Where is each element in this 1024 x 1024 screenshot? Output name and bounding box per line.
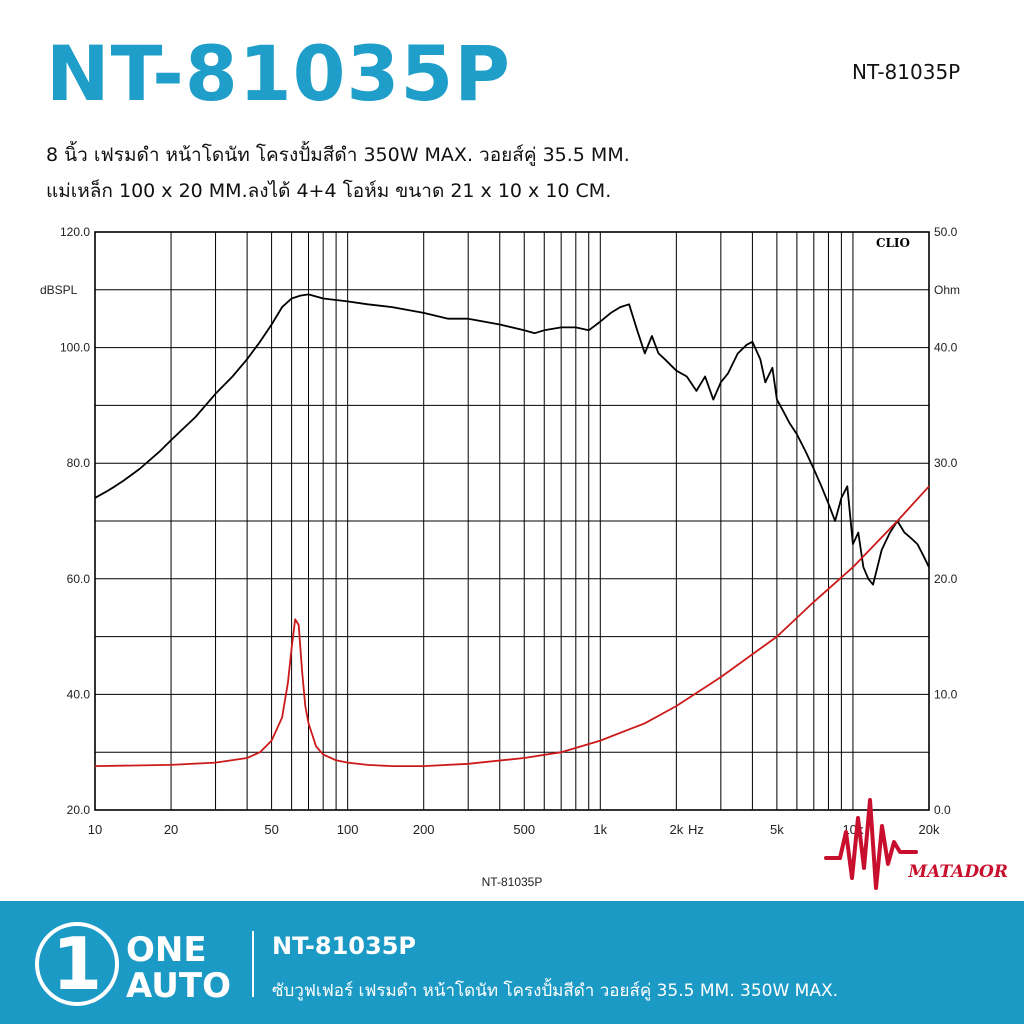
footer-title: NT-81035P bbox=[272, 932, 416, 960]
footer-banner: 1 ONE AUTO NT-81035P ซับวูฟเฟอร์ เฟรมดำ … bbox=[0, 901, 1024, 1024]
x-tick-label: 10 bbox=[88, 822, 102, 837]
x-tick-label: 1k bbox=[593, 822, 607, 837]
x-tick-label: 2k bbox=[669, 822, 683, 837]
model-label: NT-81035P bbox=[852, 60, 961, 84]
plot-frame bbox=[94, 231, 930, 811]
matador-logo: MATADOR bbox=[824, 798, 1008, 890]
logo-numeral: 1 bbox=[52, 922, 102, 1006]
product-title: NT-81035P bbox=[46, 29, 511, 118]
description-line-1: 8 นิ้ว เฟรมดำ หน้าโดนัท โครงปั้มสีดำ 350… bbox=[46, 144, 630, 166]
spl-response-line bbox=[94, 293, 930, 586]
y-right-tick-label: 30.0 bbox=[934, 456, 958, 470]
y-right-tick-label: 50.0 bbox=[934, 225, 958, 239]
y-right-tick-label: 40.0 bbox=[934, 341, 958, 355]
y-left-tick-label: 80.0 bbox=[67, 456, 91, 470]
y-axis-left-label: dBSPL bbox=[40, 283, 78, 297]
y-left-tick-label: 120.0 bbox=[60, 225, 90, 239]
description-line-2: แม่เหล็ก 100 x 20 MM.ลงได้ 4+4 โอห์ม ขนา… bbox=[46, 180, 612, 202]
series-layer bbox=[94, 293, 930, 767]
y-right-tick-label: 0.0 bbox=[934, 803, 951, 817]
x-tick-label: 20k bbox=[919, 822, 940, 837]
x-axis-title: NT-81035P bbox=[482, 875, 543, 889]
x-tick-label: 200 bbox=[413, 822, 435, 837]
logo-line-auto: AUTO bbox=[126, 966, 231, 1006]
one-auto-logo: 1 ONE AUTO bbox=[35, 922, 231, 1006]
x-axis-unit-label: Hz bbox=[688, 822, 704, 837]
frequency-response-chart: 10 20 50 100 200 500 1k 2k 5k 10k 20k20.040.060.08… bbox=[40, 225, 1008, 890]
matador-waveform bbox=[824, 798, 918, 890]
x-tick-label: 5k bbox=[770, 822, 784, 837]
x-tick-label: 100 bbox=[337, 822, 359, 837]
y-left-tick-label: 20.0 bbox=[67, 803, 91, 817]
x-tick-label: 50 bbox=[264, 822, 278, 837]
footer-subtitle: ซับวูฟเฟอร์ เฟรมดำ หน้าโดนัท โครงปั้มสีด… bbox=[272, 981, 839, 1001]
y-right-tick-label: 20.0 bbox=[934, 572, 958, 586]
tick-labels: 10 20 50 100 200 500 1k 2k 5k 10k 20k20.040.060.08… bbox=[60, 225, 958, 837]
clio-watermark: CLIO bbox=[876, 236, 910, 250]
x-tick-label: 20 bbox=[164, 822, 178, 837]
y-left-tick-label: 60.0 bbox=[67, 572, 91, 586]
y-axis-right-label: Ohm bbox=[934, 283, 960, 297]
footer-divider bbox=[252, 931, 254, 997]
y-left-tick-label: 100.0 bbox=[60, 341, 90, 355]
chart-grid bbox=[95, 232, 929, 810]
x-tick-label: 500 bbox=[513, 822, 535, 837]
y-right-tick-label: 10.0 bbox=[934, 687, 958, 701]
impedance-line bbox=[94, 485, 930, 767]
y-left-tick-label: 40.0 bbox=[67, 687, 91, 701]
logo-line-one: ONE bbox=[126, 930, 207, 970]
matador-wordmark: MATADOR bbox=[907, 862, 1008, 882]
